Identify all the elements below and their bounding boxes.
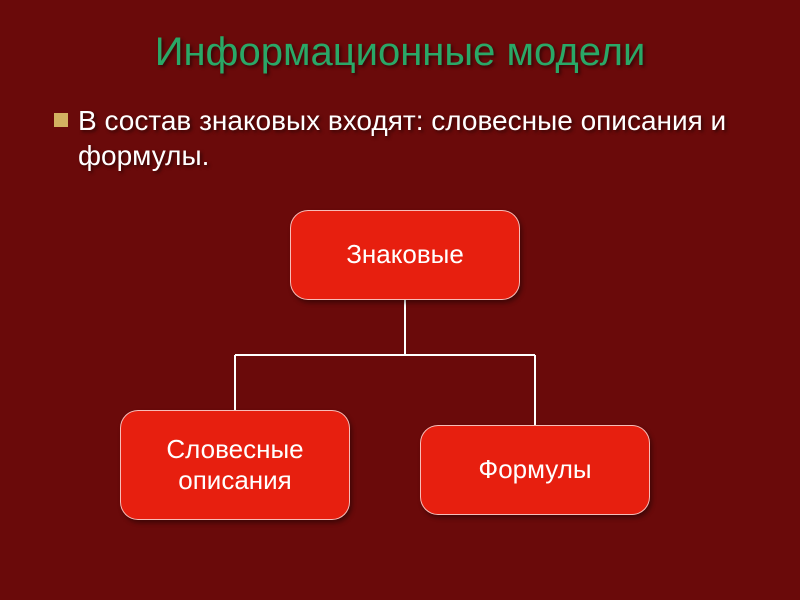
node-right: Формулы (420, 425, 650, 515)
connector (235, 354, 535, 356)
slide-title: Информационные модели (50, 30, 750, 75)
node-root: Знаковые (290, 210, 520, 300)
body-text: В состав знаковых входят: словесные опис… (78, 103, 750, 173)
tree-diagram: Знаковые Словесные описания Формулы (0, 210, 800, 570)
node-label: Формулы (478, 454, 591, 485)
connector (404, 300, 406, 355)
bullet-row: В состав знаковых входят: словесные опис… (54, 103, 750, 173)
node-label: Знаковые (346, 239, 464, 270)
node-left: Словесные описания (120, 410, 350, 520)
connector (234, 355, 236, 410)
bullet-icon (54, 113, 68, 127)
node-label: Словесные описания (121, 434, 349, 496)
slide: Информационные модели В состав знаковых … (0, 0, 800, 600)
connector (534, 355, 536, 425)
